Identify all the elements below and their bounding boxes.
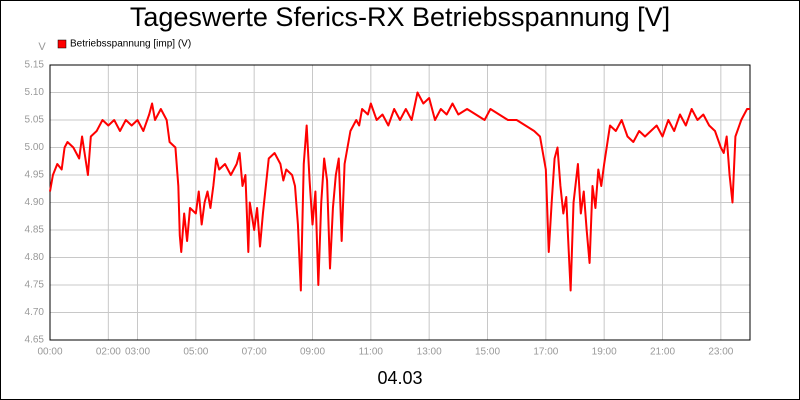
y-tick-label: 4.75 [25,280,45,291]
x-tick-label: 02:00 [96,347,121,358]
x-tick-label: 21:00 [650,347,675,358]
x-tick-label: 07:00 [242,347,267,358]
x-tick-label: 00:00 [37,347,62,358]
y-tick-label: 4.95 [25,170,45,181]
y-tick-label: 4.85 [25,225,45,236]
x-tick-label: 03:00 [125,347,150,358]
chart-title: Tageswerte Sferics-RX Betriebsspannung [… [130,2,670,32]
x-tick-label: 13:00 [417,347,442,358]
data-line [49,91,750,292]
x-tick-label: 17:00 [533,347,558,358]
y-tick-label: 5.05 [25,115,45,126]
y-tick-label: 4.65 [25,335,45,346]
x-tick-label: 23:00 [708,347,733,358]
plot-border [49,64,751,341]
x-tick-label: 05:00 [183,347,208,358]
y-tick-label: 5.15 [25,60,45,71]
x-axis-label: 04.03 [377,368,422,388]
x-tick-label: 15:00 [475,347,500,358]
y-tick-label: 4.90 [25,197,45,208]
y-tick-label: 4.80 [25,252,45,263]
x-tick-label: 11:00 [359,347,384,358]
y-axis-label: V [38,41,46,53]
y-tick-label: 4.70 [25,307,45,318]
y-tick-label: 5.00 [25,142,45,153]
legend-swatch [57,39,67,49]
legend-label: Betriebsspannung [imp] (V) [70,39,191,50]
x-tick-label: 09:00 [300,347,325,358]
y-tick-label: 5.10 [25,87,45,98]
x-tick-label: 19:00 [592,347,617,358]
